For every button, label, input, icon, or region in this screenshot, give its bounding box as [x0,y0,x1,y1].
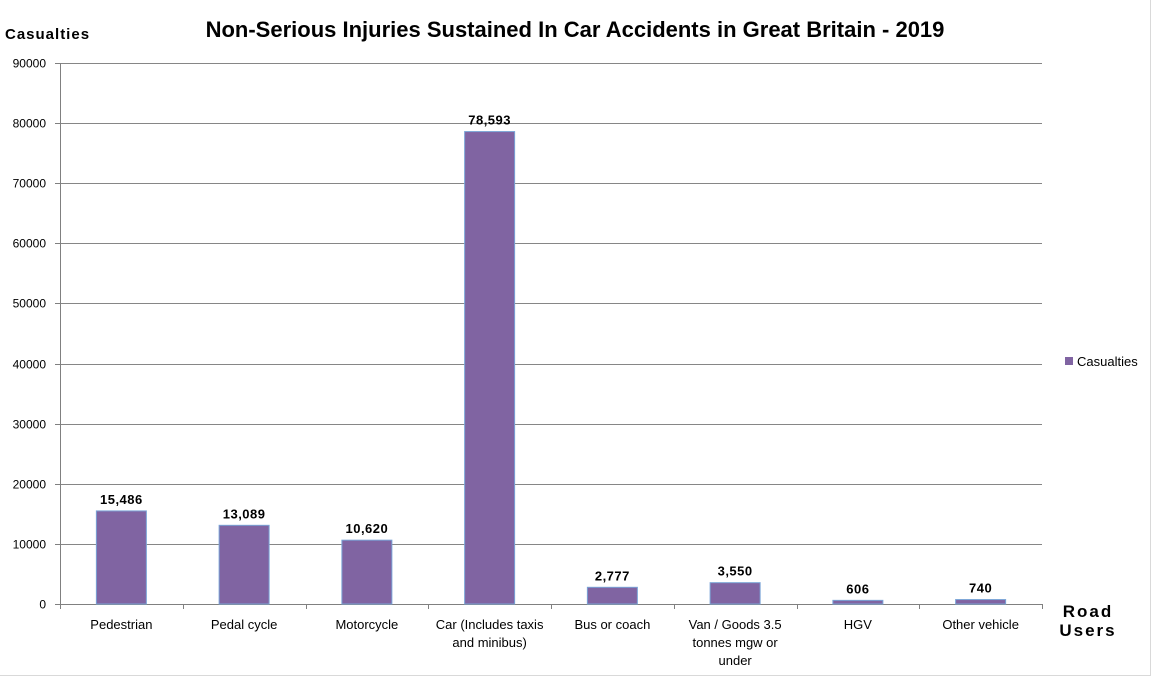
x-tick-label: tonnes mgw or [692,635,778,650]
y-tick-label: 30000 [13,418,47,432]
x-tick-label: Bus or coach [574,617,650,632]
bar [341,539,393,605]
y-tick-label: 90000 [13,57,47,71]
legend-label: Casualties [1077,354,1138,369]
y-tick-label: 60000 [13,237,47,251]
bar [832,599,884,605]
bar [709,582,761,605]
bar [955,599,1007,605]
x-axis-tick-labels: Pedestrian Pedal cycle Motorcycle Car (Incl… [90,617,1019,668]
data-label: 13,089 [223,506,266,521]
x-tick-label: under [719,653,753,668]
x-tick-label: Van / Goods 3.5 [689,617,782,632]
data-label: 78,593 [468,113,511,128]
y-axis-tick-labels: 0 10000 20000 30000 40000 50000 60000 70000 8000… [13,57,47,612]
legend: Casualties [1065,354,1138,369]
x-tick-label: Other vehicle [942,617,1019,632]
data-label: 10,620 [345,521,388,536]
x-axis-title-line-2: Users [1059,621,1116,640]
bar [95,510,147,605]
y-tick-label: 10000 [13,538,47,552]
y-tick-label: 50000 [13,297,47,311]
bar [464,131,516,605]
data-label: 15,486 [100,492,143,507]
data-label: 606 [846,581,869,596]
x-tick-label: Motorcycle [335,617,398,632]
y-tick-label: 80000 [13,117,47,131]
chart-title: Non-Serious Injuries Sustained In Car Ac… [206,17,945,42]
x-tick-label: Car (Includes taxis [436,617,544,632]
bar [586,586,638,605]
data-label: 740 [969,581,992,596]
bars: 15,486 13,089 10,620 78,593 2,777 3,550 606 740 [95,113,1007,605]
data-label: 2,777 [595,568,630,583]
x-tick-label: and minibus) [452,635,526,650]
data-label: 3,550 [718,564,753,579]
y-tick-label: 0 [39,598,46,612]
x-tick-label: Pedal cycle [211,617,277,632]
x-tick-label: HGV [844,617,873,632]
bar [218,524,270,605]
x-tick-label: Pedestrian [90,617,152,632]
y-tick-label: 40000 [13,358,47,372]
y-tick-label: 20000 [13,478,47,492]
x-axis-title-line-1: Road [1063,602,1114,621]
y-axis-title: Casualties [5,26,90,43]
legend-swatch [1065,357,1073,365]
y-tick-label: 70000 [13,177,47,191]
